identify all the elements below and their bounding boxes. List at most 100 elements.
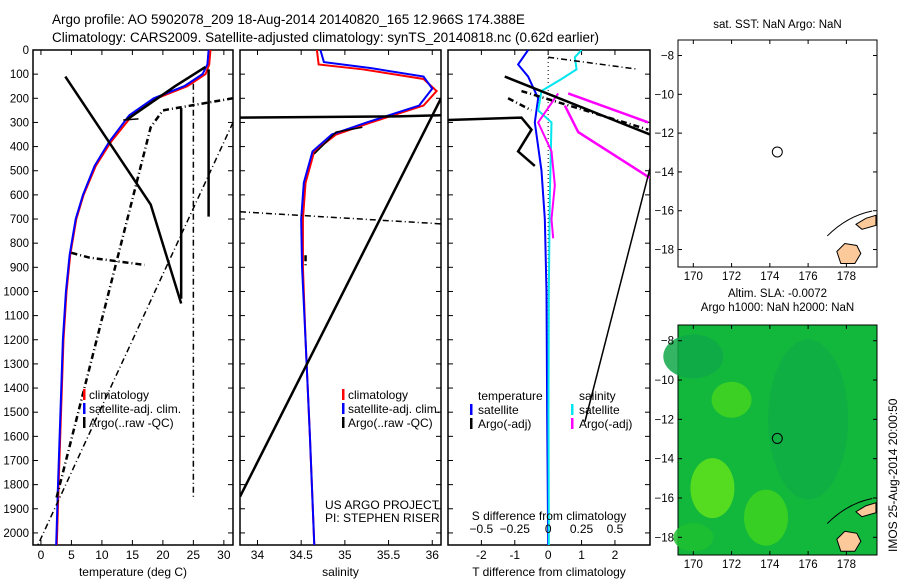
sla-anomaly-patch	[673, 523, 714, 552]
lat-tick-label: −14	[654, 454, 674, 466]
x-tick-label: 30	[217, 548, 231, 562]
legend-swatch	[83, 417, 86, 428]
series-argo-raw-qc--segment	[313, 126, 363, 155]
series-argo-raw-qc--segment	[64, 75, 183, 304]
depth-tick-label: 500	[10, 166, 29, 178]
land-fiji	[836, 242, 862, 264]
legend-label: satellite-adj. clim.	[348, 402, 440, 416]
s-diff-tick-label: −0.5	[470, 522, 494, 536]
map-sla_map	[663, 324, 878, 556]
x-tick-label: 34.5	[289, 548, 313, 562]
depth-tick-label: 1300	[3, 359, 29, 371]
x-tick-label: 1	[578, 548, 585, 562]
legend-swatch	[470, 404, 473, 415]
land-vanua-levu	[855, 502, 877, 518]
land-fiji	[836, 530, 862, 552]
legend-label: satellite	[579, 403, 620, 417]
lon-tick-label: 174	[760, 559, 780, 571]
panel-frame	[447, 49, 651, 546]
depth-tick-label: 1100	[4, 311, 29, 323]
series-argo-raw-qc--segment	[123, 118, 139, 121]
series-salinity-satellite	[537, 50, 583, 545]
depth-tick-label: 400	[10, 142, 29, 154]
depth-tick-label: 1600	[3, 431, 29, 443]
depth-tick-label: 700	[10, 214, 29, 226]
legend-label: satellite	[478, 403, 519, 417]
legend-label: Argo(-adj)	[579, 417, 632, 431]
depth-tick-label: 1700	[3, 455, 29, 467]
series-temperature-argo-adj--segment	[521, 89, 649, 131]
sla-anomaly-patch	[663, 334, 724, 379]
lat-tick-label: −18	[654, 245, 674, 257]
x-tick-label: 20	[156, 548, 170, 562]
series-argo-raw-qc--segment	[54, 97, 233, 500]
lon-tick-label: 174	[760, 271, 780, 283]
depth-tick-label: 1800	[3, 480, 29, 492]
plot-area	[448, 50, 650, 545]
series-salinity-argo-adj--segment	[567, 92, 649, 124]
map-title: sat. SST: NaN Argo: NaN	[713, 19, 841, 31]
lat-tick-label: −14	[654, 167, 674, 179]
plot-area	[37, 50, 233, 545]
depth-tick-label: 1200	[3, 335, 29, 347]
x-tick-label: 2	[612, 548, 619, 562]
reef-outline	[826, 498, 873, 524]
lon-tick-label: 170	[684, 271, 703, 283]
legend-label: Argo(..raw -QC)	[348, 416, 433, 430]
lat-tick-label: −12	[654, 414, 674, 426]
lon-tick-label: 172	[722, 559, 741, 571]
lon-tick-label: 176	[799, 559, 818, 571]
panel-frame	[239, 49, 442, 546]
panel-difference	[447, 49, 651, 546]
series-temperature-argo-adj--segment	[548, 56, 639, 71]
map-sst_map	[677, 39, 878, 268]
lat-tick-label: −16	[654, 206, 674, 218]
x-tick-label: 25	[187, 548, 201, 562]
lon-tick-label: 176	[799, 271, 818, 283]
series-climatology	[55, 50, 212, 545]
depth-tick-label: 1900	[3, 504, 29, 516]
x-tick-label: 0	[545, 548, 552, 562]
depth-tick-label: 800	[10, 238, 29, 250]
legend-label: climatology	[89, 388, 149, 402]
title-line-1: Argo profile: AO 5902078_209 18-Aug-2014…	[52, 12, 525, 27]
series-temperature-argo-adj--segment	[584, 168, 650, 423]
depth-tick-label: 300	[10, 117, 29, 129]
lat-tick-label: −18	[654, 532, 674, 544]
legend-label: Argo(..raw -QC)	[89, 416, 174, 430]
legend-swatch	[83, 389, 86, 400]
series-argo-raw-qc--segment	[240, 97, 441, 498]
project-annotation: PI: STEPHEN RISER	[325, 511, 440, 525]
depth-tick-label: 200	[10, 93, 29, 105]
legend-swatch	[342, 417, 345, 428]
land-vanua-levu	[855, 214, 877, 230]
argo-position-marker	[771, 432, 783, 444]
series-argo-raw-qc--segment	[240, 211, 441, 225]
legend-swatch	[342, 389, 345, 400]
depth-tick-label: 100	[10, 69, 29, 81]
x-axis-label: T difference from climatology	[472, 565, 626, 579]
legend-label: climatology	[348, 388, 408, 402]
sla-anomaly-patch	[711, 381, 752, 418]
depth-tick-label: 1500	[3, 407, 29, 419]
lat-tick-label: −16	[654, 493, 674, 505]
x-tick-label: -2	[476, 548, 487, 562]
lon-tick-label: 170	[684, 559, 703, 571]
x-tick-label: 34	[251, 548, 265, 562]
series-salinity-argo-adj-	[537, 92, 560, 239]
depth-tick-label: 2000	[3, 528, 29, 540]
panel-salinity	[239, 49, 442, 546]
series-argo-raw-qc--segment	[125, 65, 207, 122]
legend-label: Argo(-adj)	[478, 417, 531, 431]
panel-temperature	[32, 49, 234, 546]
series-satellite-adj-clim-	[300, 50, 434, 545]
series-argo-raw-qc--segment	[240, 113, 441, 119]
sla-anomaly-patch	[690, 458, 735, 519]
plot-area	[240, 50, 441, 545]
legend-swatch	[571, 418, 574, 429]
s-diff-tick-label: 0	[545, 522, 552, 536]
s-diff-tick-label: 0.25	[570, 522, 594, 536]
lat-tick-label: −10	[654, 375, 674, 387]
map-title: Altim. SLA: -0.0072	[728, 288, 827, 300]
